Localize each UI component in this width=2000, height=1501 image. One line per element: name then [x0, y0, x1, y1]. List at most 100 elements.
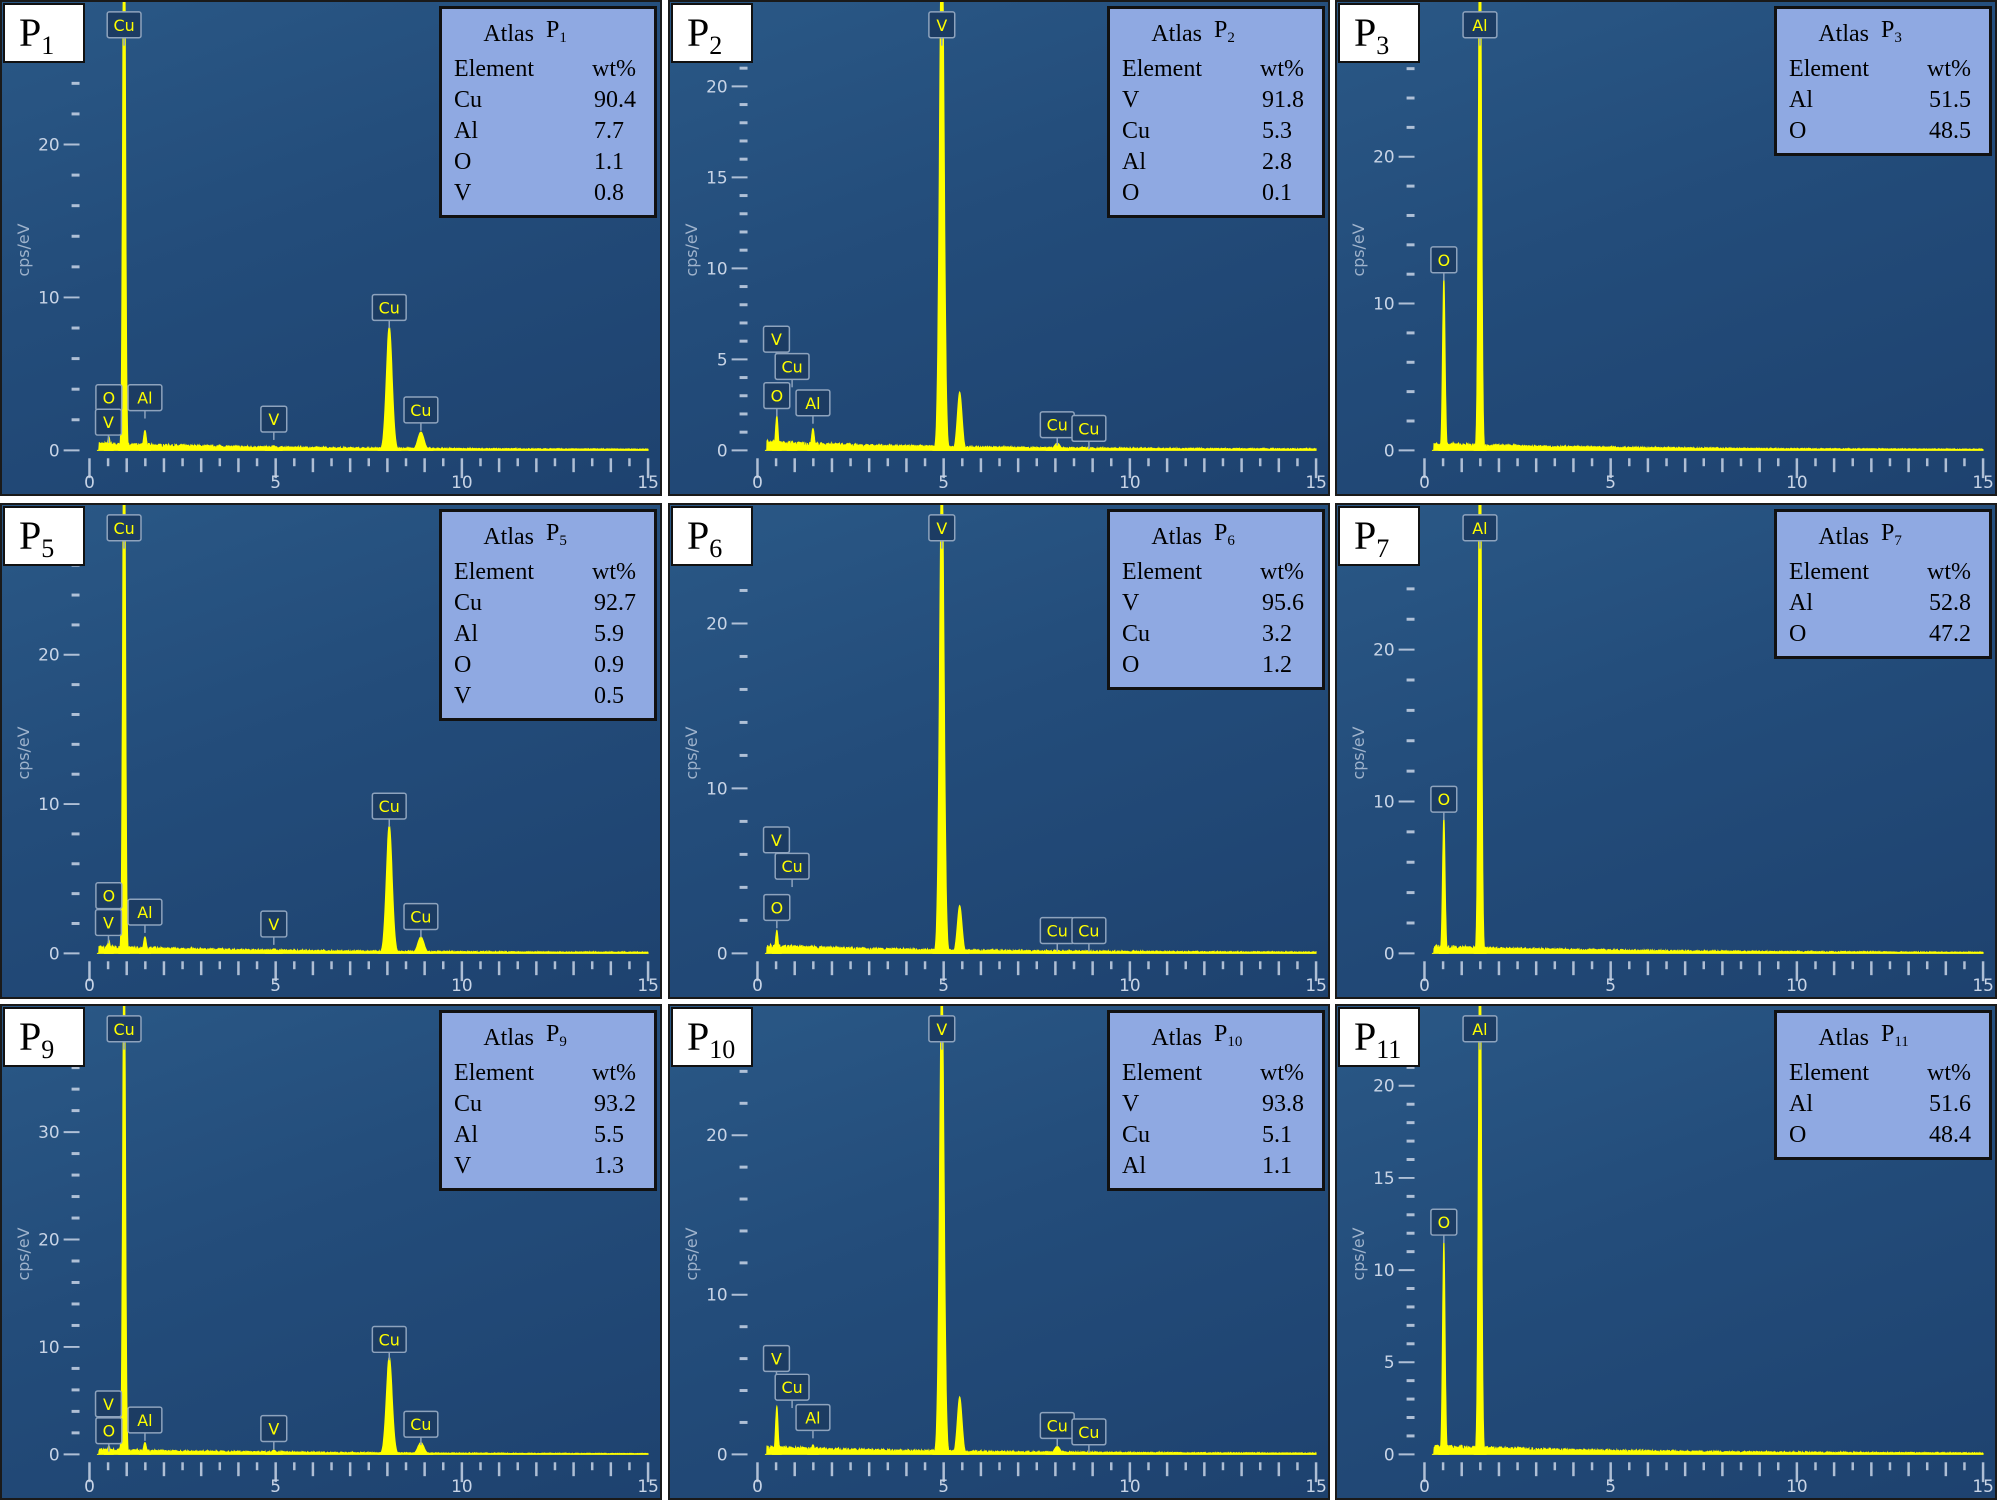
peak-label-V: V: [94, 908, 123, 944]
panel-tag-subscript: 5: [41, 534, 55, 563]
peak-label-Al: Al: [127, 898, 163, 933]
x-tick-label: 0: [752, 1476, 763, 1496]
column-header-element: Element: [1789, 56, 1869, 82]
y-tick-label: 20: [38, 1229, 60, 1249]
peak-Al: [1473, 1006, 1487, 1455]
element-name: Al: [454, 118, 479, 144]
peak-label-box: [795, 1403, 831, 1432]
table-row: Cu 5.1: [1122, 1120, 1304, 1151]
y-tick-label: 5: [1384, 1352, 1395, 1372]
peak-label-text: Al: [805, 394, 820, 413]
element-wt-percent: 1.1: [1262, 1153, 1292, 1179]
table-title-subscript: 2: [1227, 30, 1235, 46]
peak-label-Cu: Cu: [1039, 411, 1075, 446]
element-wt-percent: 1.1: [594, 149, 624, 175]
spectrum-panel-P9: 0 10 20 30 cps/eV 0 5 10 15 Cu V O Al V Cu Cu P9 Atlas P9 E…: [0, 1004, 662, 1500]
peak-label-text: Cu: [1078, 922, 1099, 941]
panel-tag: P3: [1338, 3, 1420, 63]
table-title-letter: P: [1214, 1021, 1228, 1047]
column-header-element: Element: [454, 559, 534, 585]
peak-O: [771, 1404, 782, 1455]
peak-label-text: Al: [137, 1411, 152, 1430]
peak-label-O: O: [1430, 246, 1458, 281]
panel-tag: P1: [3, 3, 85, 63]
peak-label-box: [1462, 11, 1498, 39]
y-tick-label: 0: [1384, 943, 1395, 963]
element-name: Cu: [1122, 621, 1151, 647]
peak-label-box: [127, 898, 163, 926]
peak-label-V: V: [928, 514, 956, 549]
composition-grid: Atlas P2 Element wt% V 91.8 Cu 5.3 Al 2.8 O 0.1: [1122, 15, 1304, 209]
table-row: V 95.6: [1122, 588, 1304, 619]
spectrum-panel-P10: 0 10 20 cps/eV 0 5 10 15 V V Cu Al Cu Cu P10 Atlas P10 El…: [668, 1004, 1330, 1500]
peak-label-text: Al: [137, 389, 152, 408]
table-row: Al 5.9: [454, 619, 636, 650]
peak-Cu: [408, 431, 434, 451]
table-row: O 48.5: [1789, 116, 1971, 147]
peak-label-V: V: [260, 1414, 288, 1450]
element-wt-percent: 3.2: [1262, 621, 1292, 647]
element-wt-percent: 51.6: [1929, 1091, 1971, 1117]
table-row: V 0.5: [454, 681, 636, 712]
element-name: Al: [1789, 590, 1814, 616]
composition-table: Atlas P9 Element wt% Cu 93.2 Al 5.5 V 1.3: [439, 1010, 657, 1191]
table-title-atlas: Atlas: [1818, 21, 1869, 47]
peak-V: [932, 1006, 952, 1455]
composition-grid: Atlas P7 Element wt% Al 52.8 O 47.2: [1789, 518, 1971, 650]
column-header-wt: wt%: [1927, 559, 1971, 585]
element-name: Al: [1122, 149, 1147, 175]
peak-label-text: Cu: [410, 908, 431, 927]
panel-tag-subscript: 11: [1376, 1035, 1402, 1064]
peak-Cu: [118, 2, 130, 451]
peak-label-text: O: [771, 898, 784, 917]
column-header-element: Element: [1122, 56, 1202, 82]
peak-label-text: V: [771, 330, 782, 349]
peak-Al: [139, 936, 151, 954]
table-row: O 0.9: [454, 650, 636, 681]
peak-label-box: [127, 384, 163, 412]
y-axis-label: cps/eV: [1349, 726, 1368, 779]
composition-table: Atlas P5 Element wt% Cu 92.7 Al 5.9 O 0.9 V 0.5: [439, 509, 657, 721]
peak-label-text: Cu: [782, 1378, 803, 1397]
table-row: Al 51.6: [1789, 1089, 1971, 1120]
x-tick-label: 0: [752, 472, 763, 492]
composition-grid: Atlas P6 Element wt% V 95.6 Cu 3.2 O 1.2: [1122, 518, 1304, 681]
y-axis-label: cps/eV: [1349, 223, 1368, 276]
peak-label-Al: Al: [127, 1406, 163, 1441]
spectrum-panel-P5: 0 10 20 cps/eV 0 5 10 15 Cu O V Al V Cu Cu P5 Atlas P5 Ele…: [0, 503, 662, 999]
panel-tag: P5: [3, 506, 85, 566]
panel-tag-subscript: 6: [709, 534, 723, 563]
peak-label-text: Cu: [1047, 416, 1068, 435]
y-tick-label: 20: [38, 134, 60, 154]
element-name: O: [1122, 652, 1140, 678]
composition-grid: Atlas P9 Element wt% Cu 93.2 Al 5.5 V 1.3: [454, 1019, 636, 1182]
peak-label-text: O: [103, 1422, 116, 1441]
column-header-wt: wt%: [1260, 559, 1304, 585]
spectrum-baseline: [96, 1446, 649, 1456]
panel-tag: P2: [671, 3, 753, 63]
peak-label-text: Cu: [1078, 1423, 1099, 1442]
peak-V: [264, 445, 283, 451]
x-tick-label: 5: [270, 1476, 281, 1496]
y-tick-label: 10: [38, 1337, 60, 1357]
peak-O: [1438, 816, 1449, 954]
table-title-atlas: Atlas: [1818, 1025, 1869, 1051]
peak-label-box: [95, 1417, 123, 1445]
peak-label-box: [774, 1373, 810, 1401]
peak-label-Al: Al: [795, 389, 831, 424]
peak-Al: [807, 1444, 819, 1455]
peak-label-text: Al: [137, 903, 152, 922]
element-wt-percent: 2.8: [1262, 149, 1292, 175]
peak-label-box: [94, 908, 123, 937]
peak-Cu: [377, 823, 401, 954]
table-title-letter: P: [546, 17, 560, 43]
peak-label-text: Al: [1472, 519, 1487, 538]
peak-label-text: Cu: [114, 519, 135, 538]
peak-label-text: Al: [1472, 16, 1487, 35]
element-name: Al: [1789, 87, 1814, 113]
column-header-wt: wt%: [1260, 1060, 1304, 1086]
spectrum-baseline: [764, 942, 1317, 955]
element-wt-percent: 0.5: [594, 683, 624, 709]
peak-Al: [1473, 505, 1487, 954]
peak-V: [950, 390, 969, 451]
